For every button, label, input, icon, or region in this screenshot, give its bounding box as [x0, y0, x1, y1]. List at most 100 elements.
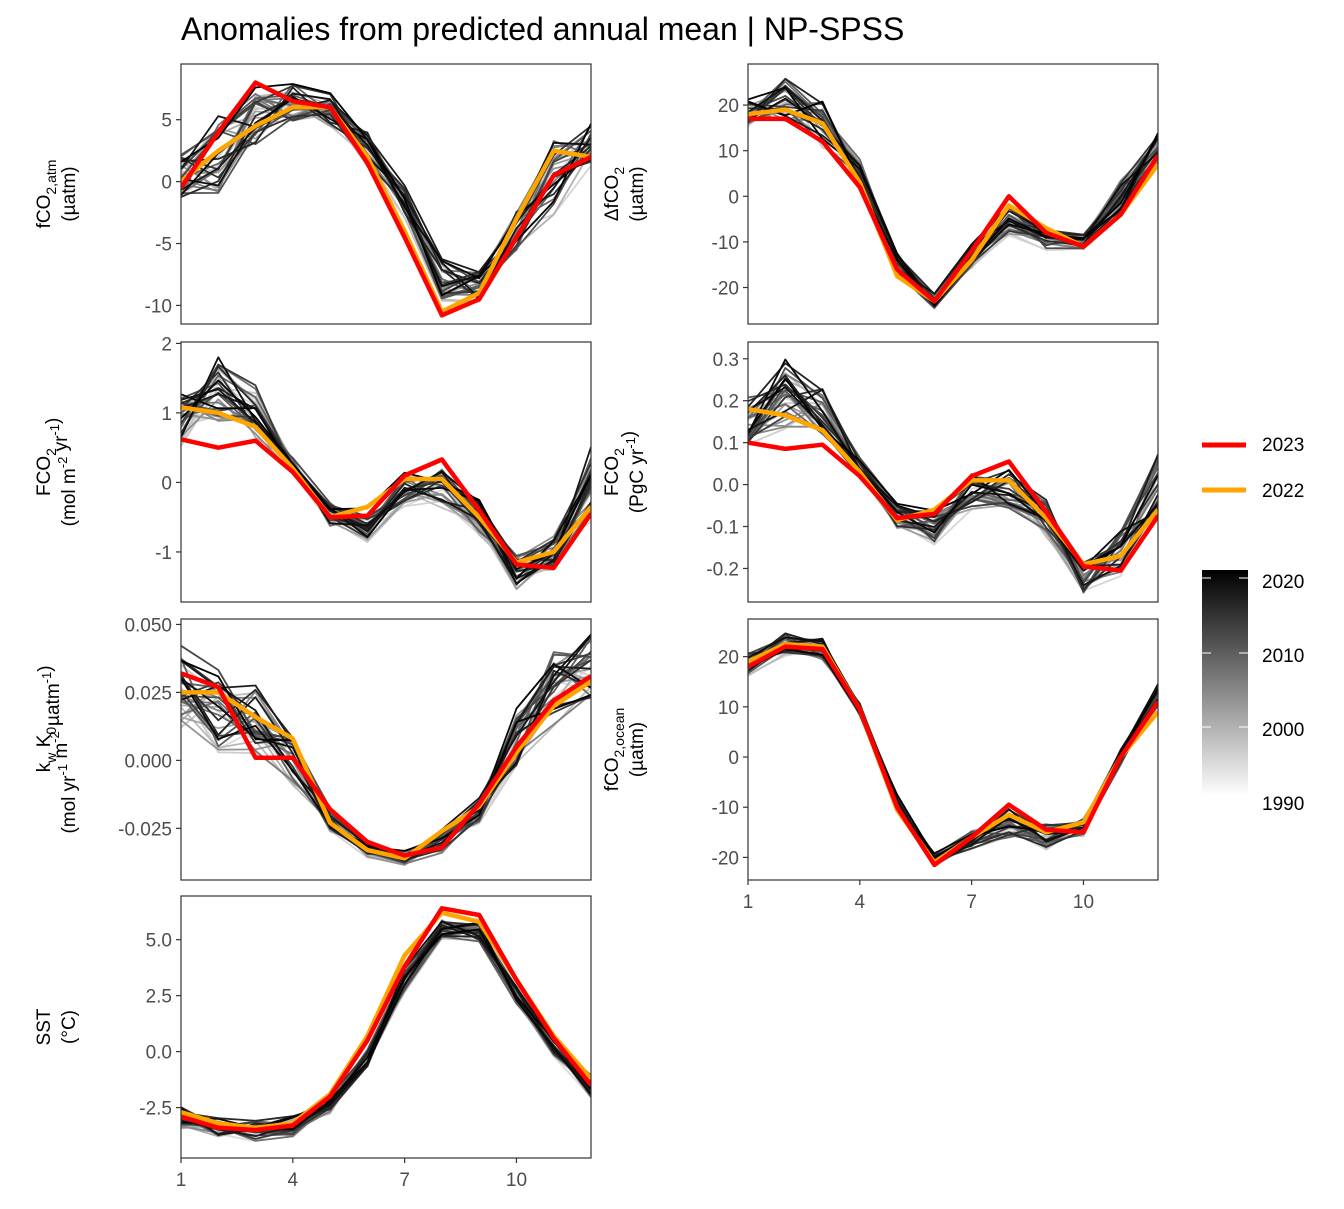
year-line-1992 — [748, 401, 1158, 573]
year-line-2010 — [748, 648, 1158, 860]
year-line-1990 — [181, 928, 591, 1143]
y-tick-label: 5.0 — [146, 931, 172, 952]
y-tick-label: -10 — [712, 798, 739, 819]
year-line-1995 — [748, 651, 1158, 863]
svg-text:SST: SST — [34, 1008, 55, 1045]
year-line-2018 — [748, 637, 1158, 865]
svg-text:(µatm): (µatm) — [627, 722, 648, 777]
y-tick-label: 0.025 — [124, 683, 172, 704]
year-line-2004 — [181, 923, 591, 1136]
series-line-2023 — [181, 671, 591, 858]
year-line-2006 — [748, 645, 1158, 864]
y-tick-label: 0.0 — [713, 476, 739, 497]
year-line-1996 — [181, 929, 591, 1134]
year-line-1999 — [748, 403, 1158, 577]
year-line-2001 — [181, 640, 591, 863]
year-lines — [748, 358, 1158, 594]
y-tick-label: 1 — [161, 404, 172, 425]
y-tick-label: -2.5 — [139, 1099, 172, 1120]
series-line-2023 — [181, 437, 591, 571]
year-line-2021 — [181, 83, 591, 297]
panel-frame — [747, 341, 1159, 603]
year-line-1999 — [181, 364, 591, 568]
year-line-2010 — [748, 366, 1158, 583]
svg-text:(µatm): (µatm) — [59, 166, 80, 221]
y-tick-label: 10 — [718, 698, 739, 719]
panel-sst: 5.0 2.5 0.0 -2.5 1 4 7 10 SST (°C) — [34, 895, 592, 1191]
year-line-1998 — [748, 636, 1158, 856]
year-lines — [748, 632, 1158, 868]
x-tick-label: 7 — [966, 892, 977, 913]
year-line-2005 — [181, 363, 591, 570]
y-tick-label: -10 — [712, 233, 739, 254]
panel-delta-fco2: 20 10 0 -10 -20 ΔfCO2 (µatm) — [602, 63, 1159, 325]
year-line-2015 — [181, 365, 591, 561]
year-line-2015 — [748, 645, 1158, 856]
y-axis-title: kw K0(mol yr-1 m-2 µatm-1) — [34, 665, 80, 833]
year-line-1995 — [181, 926, 591, 1134]
year-line-2009 — [181, 402, 591, 573]
year-line-2020 — [181, 393, 591, 580]
year-line-2012 — [181, 402, 591, 562]
year-line-1993 — [181, 928, 591, 1135]
year-line-2014 — [748, 651, 1158, 862]
y-tick-label: 0.3 — [713, 350, 739, 371]
y-tick-label: -0.2 — [706, 559, 739, 580]
svg-text:kw K0: kw K0 — [34, 727, 59, 773]
year-line-2012 — [748, 415, 1158, 564]
series-line-2023 — [748, 644, 1158, 868]
y-tick-label: 2 — [161, 334, 172, 355]
colorbar-label-1990: 1990 — [1262, 794, 1304, 815]
year-line-2008 — [748, 646, 1158, 858]
y-tick-label: 20 — [718, 96, 739, 117]
panel-fco2-flux-pgc: 0.3 0.2 0.1 0.0 -0.1 -0.2 FCO2 (PgC yr-1) — [602, 341, 1159, 603]
y-tick-label: -10 — [145, 296, 172, 317]
y-tick-label: -1 — [155, 543, 172, 564]
svg-text:(PgC yr-1): (PgC yr-1) — [619, 431, 648, 513]
series-line-2022 — [181, 405, 591, 565]
year-line-2004 — [748, 646, 1158, 867]
year-line-2002 — [748, 638, 1158, 863]
year-line-2011 — [748, 637, 1158, 864]
svg-text:(µatm): (µatm) — [627, 166, 648, 221]
year-lines — [181, 919, 591, 1143]
year-line-2006 — [181, 662, 591, 853]
year-line-1997 — [748, 638, 1158, 859]
year-line-2009 — [181, 927, 591, 1137]
x-tick-label: 7 — [399, 1170, 410, 1191]
series-line-2022 — [748, 641, 1158, 865]
series-line-2022 — [748, 406, 1158, 567]
svg-text:(°C): (°C) — [59, 1010, 80, 1044]
y-tick-label: -0.1 — [706, 518, 739, 539]
year-line-2014 — [181, 658, 591, 861]
year-line-1991 — [748, 648, 1158, 864]
year-line-2005 — [748, 638, 1158, 865]
svg-text:FCO2: FCO2 — [34, 448, 59, 496]
y-tick-label: 20 — [718, 648, 739, 669]
y-tick-label: -5 — [155, 235, 172, 256]
panel-frame — [180, 63, 592, 325]
year-line-2019 — [181, 633, 591, 859]
year-line-2007 — [748, 649, 1158, 867]
year-line-1996 — [181, 651, 591, 864]
year-line-1998 — [181, 413, 591, 564]
year-line-1993 — [748, 636, 1158, 865]
svg-text:ΔfCO2: ΔfCO2 — [602, 167, 627, 221]
year-lines — [181, 356, 591, 591]
y-axis-title: FCO2(mol m-2 yr-1) — [34, 418, 80, 527]
year-line-2018 — [181, 921, 591, 1136]
y-tick-label: 2.5 — [146, 987, 172, 1008]
y-tick-label: -0.025 — [118, 819, 172, 840]
year-line-2021 — [181, 659, 591, 852]
year-line-2017 — [748, 639, 1158, 858]
panel-fco2-ocean: 20 10 0 -10 -20 1 4 7 10 fCO2,ocean (µatm) — [602, 618, 1159, 913]
year-line-2018 — [181, 635, 591, 861]
colorbar-ticks — [1202, 577, 1248, 803]
series-line-2023 — [748, 116, 1158, 304]
legend-label-2022: 2022 — [1262, 481, 1304, 502]
panel-fco2-flux: 2 1 0 -1 FCO2(mol m-2 yr-1) — [34, 334, 592, 603]
y-tick-label: 0.1 — [713, 434, 739, 455]
x-tick-label: 4 — [855, 892, 866, 913]
year-line-2013 — [748, 636, 1158, 865]
panel-frame — [180, 341, 592, 603]
